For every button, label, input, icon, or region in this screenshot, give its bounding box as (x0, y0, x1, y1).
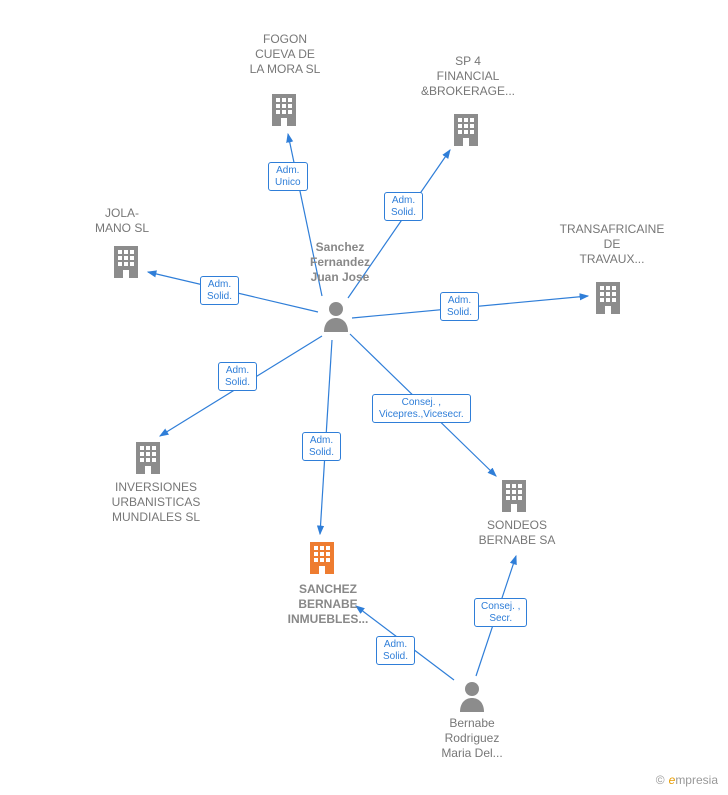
building-icon[interactable] (498, 478, 530, 514)
building-icon[interactable] (592, 280, 624, 316)
person-icon[interactable] (458, 680, 486, 712)
company-label[interactable]: JOLA- MANO SL (82, 206, 162, 236)
edge-label: Adm. Solid. (384, 192, 423, 221)
edge-label: Adm. Solid. (376, 636, 415, 665)
building-icon[interactable] (450, 112, 482, 148)
building-icon[interactable] (110, 244, 142, 280)
company-label[interactable]: INVERSIONES URBANISTICAS MUNDIALES SL (106, 480, 206, 525)
edge-label: Adm. Solid. (218, 362, 257, 391)
copyright-symbol: © (656, 773, 665, 787)
edge-label: Consej. , Secr. (474, 598, 527, 627)
building-icon[interactable] (132, 440, 164, 476)
person-label[interactable]: Sanchez Fernandez Juan Jose (300, 240, 380, 285)
company-label[interactable]: SP 4 FINANCIAL &BROKERAGE... (418, 54, 518, 99)
person-icon[interactable] (322, 300, 350, 332)
edge-layer (0, 0, 728, 795)
brand-rest: mpresia (675, 773, 718, 787)
edge-label: Consej. , Vicepres.,Vicesecr. (372, 394, 471, 423)
edge-label: Adm. Unico (268, 162, 308, 191)
company-label[interactable]: SANCHEZ BERNABE INMUEBLES... (278, 582, 378, 627)
person-label[interactable]: Bernabe Rodriguez Maria Del... (432, 716, 512, 761)
company-label[interactable]: SONDEOS BERNABE SA (472, 518, 562, 548)
company-label[interactable]: TRANSAFRICAINE DE TRAVAUX... (552, 222, 672, 267)
copyright: © empresia (656, 773, 718, 787)
edge-label: Adm. Solid. (200, 276, 239, 305)
building-icon[interactable] (306, 540, 338, 576)
company-label[interactable]: FOGON CUEVA DE LA MORA SL (240, 32, 330, 77)
edge-label: Adm. Solid. (302, 432, 341, 461)
edge-label: Adm. Solid. (440, 292, 479, 321)
building-icon[interactable] (268, 92, 300, 128)
